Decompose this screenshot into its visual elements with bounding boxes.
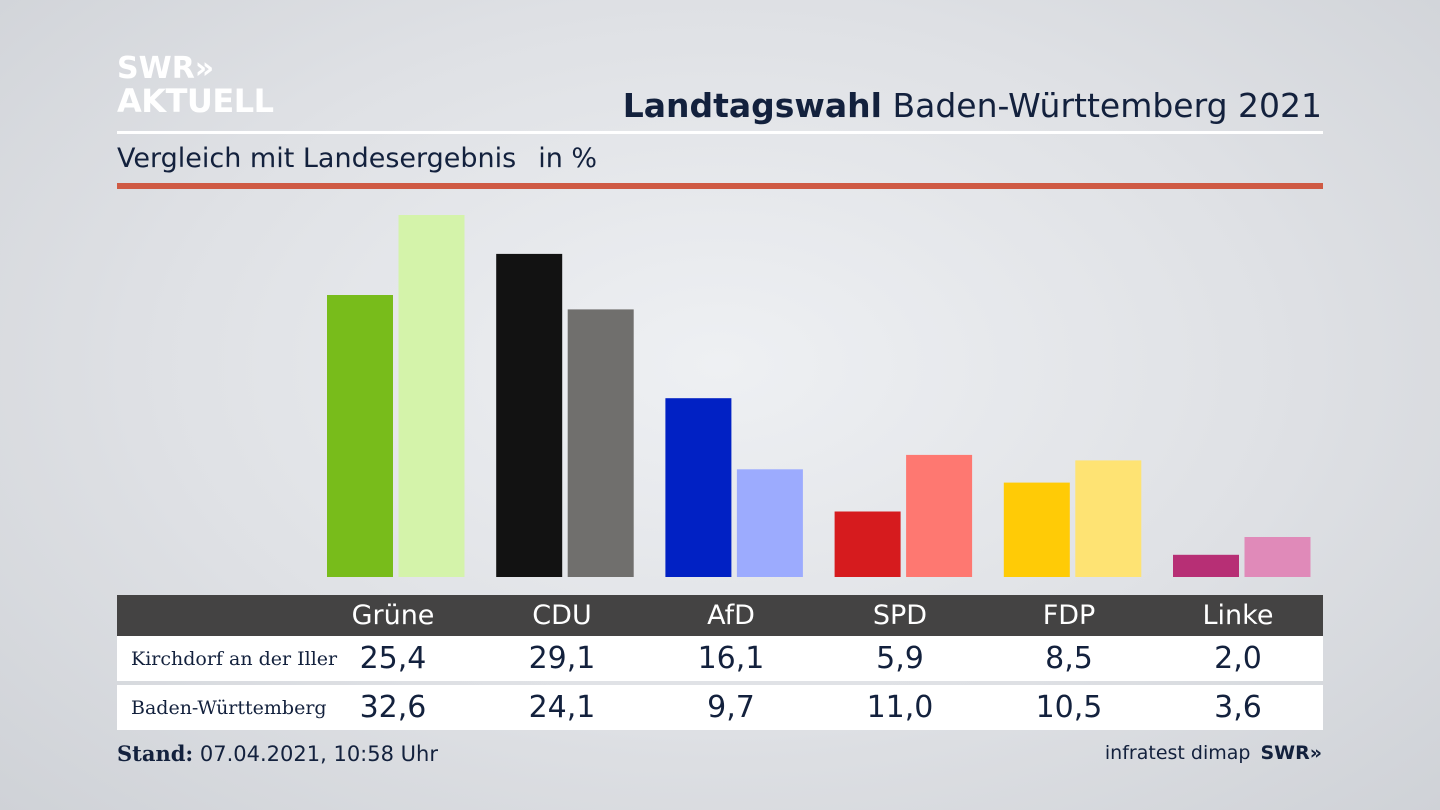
table-cell: 2,0 [1214,641,1262,676]
header-linke: Linke [1202,600,1274,631]
title-bold: Landtagswahl [622,86,882,125]
table-cell: 8,5 [1045,641,1093,676]
stand-value: 07.04.2021, 10:58 Uhr [199,742,438,766]
header-cdu: CDU [532,600,592,631]
table-row: Kirchdorf an der Iller 25,4 29,1 16,1 5,… [117,636,1323,681]
header-gruene: Grüne [351,600,435,631]
bar-spd-series-2 [906,454,973,577]
bar-afd-series-1 [665,398,732,577]
source-credit: infratest dimap SWR» [1105,742,1322,764]
bar-cdu-series-2 [567,309,634,577]
table-cell: 3,6 [1214,690,1262,725]
title-rest: Baden-Württemberg 2021 [892,86,1322,125]
bar-fdp-series-2 [1075,460,1142,577]
chart-subtitle: Vergleich mit Landesergebnis in % [117,143,597,174]
title-divider [117,131,1323,134]
accent-divider [117,183,1323,189]
table-cell: 24,1 [528,690,596,725]
logo-line-2: AKTUELL [117,82,274,120]
row-label: Baden-Württemberg [131,697,327,719]
bar-cdu-series-1 [496,253,563,577]
stand-label: Stand: [117,741,194,766]
header-spd: SPD [872,600,928,631]
table-cell: 16,1 [697,641,765,676]
results-table: Grüne CDU AfD SPD FDP Linke Kirchdorf an… [117,595,1323,730]
table-cell: 25,4 [359,641,427,676]
table-header: Grüne CDU AfD SPD FDP Linke [117,595,1323,636]
bar-linke-series-1 [1173,554,1239,577]
page-title: Landtagswahl Baden-Württemberg 2021 [623,86,1322,125]
subtitle-text: Vergleich mit Landesergebnis [117,143,517,174]
bar-grne-series-2 [398,215,465,577]
subtitle-unit: in % [538,143,598,174]
table-row: Baden-Württemberg 32,6 24,1 9,7 11,0 10,… [117,685,1323,730]
table-cell: 10,5 [1035,690,1103,725]
table-cell: 29,1 [528,641,596,676]
swr-aktuell-logo: SWR» AKTUELL [117,51,274,120]
bar-fdp-series-1 [1003,482,1070,577]
row-label: Kirchdorf an der Iller [131,648,338,670]
table-cell: 5,9 [876,641,924,676]
header-afd: AfD [707,600,755,631]
bar-grne-series-1 [327,295,393,577]
source-name: infratest dimap [1104,742,1251,764]
header-fdp: FDP [1042,600,1096,631]
bar-chart [327,215,1311,577]
table-cell: 9,7 [707,690,755,725]
bar-spd-series-1 [834,511,901,577]
table-cell: 32,6 [359,690,427,725]
table-cell: 11,0 [866,690,934,725]
source-brand-logo: SWR» [1260,742,1322,764]
bar-linke-series-2 [1244,537,1311,577]
bar-afd-series-2 [736,469,803,577]
logo-line-1: SWR» [117,51,215,86]
timestamp: Stand: 07.04.2021, 10:58 Uhr [117,741,438,766]
